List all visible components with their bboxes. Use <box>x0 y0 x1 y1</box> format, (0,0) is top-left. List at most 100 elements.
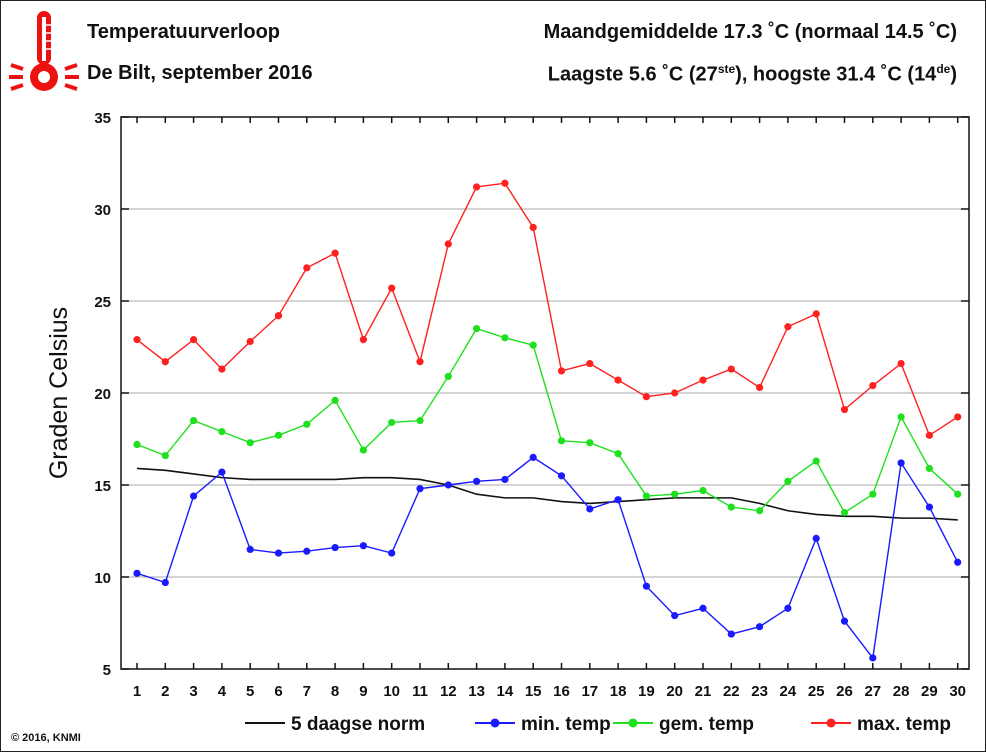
y-tick-label: 20 <box>94 386 111 403</box>
data-point-max <box>161 358 169 366</box>
data-point-min <box>388 549 396 557</box>
data-point-mean <box>133 440 141 449</box>
data-point-max <box>925 431 934 439</box>
extremes-high-suffix: de <box>936 62 951 76</box>
data-point-max <box>642 393 651 401</box>
data-point-mean <box>218 428 226 436</box>
data-point-mean <box>614 450 622 458</box>
data-point-mean <box>190 417 198 425</box>
data-point-max <box>671 389 679 397</box>
data-point-mean <box>671 490 679 498</box>
x-tick-label: 13 <box>468 683 485 700</box>
x-tick-label: 14 <box>497 683 514 700</box>
data-point-max <box>331 249 339 257</box>
data-point-max <box>190 336 198 344</box>
series-line-min <box>136 456 959 660</box>
series-line-norm <box>136 467 958 521</box>
data-point-max <box>388 284 396 292</box>
series-lines <box>133 179 962 662</box>
legend: 5 daagse norm min. temp gem. temp max. temp <box>245 714 951 735</box>
data-point-mean <box>444 372 452 381</box>
data-point-max <box>473 183 481 191</box>
data-point-max <box>416 358 424 366</box>
data-point-mean <box>840 509 849 517</box>
data-point-min <box>133 569 141 577</box>
x-tick-label: 26 <box>836 683 853 700</box>
data-point-max <box>756 383 764 392</box>
data-point-max <box>897 359 905 368</box>
data-point-min <box>274 549 283 557</box>
data-point-min <box>359 542 367 550</box>
x-tick-label: 15 <box>525 683 542 700</box>
series-line-mean <box>136 327 959 514</box>
x-tick-label: 20 <box>666 683 683 700</box>
data-point-max <box>614 376 622 384</box>
data-point-mean <box>925 464 934 473</box>
x-tick-label: 25 <box>808 683 825 700</box>
data-point-mean <box>586 439 594 447</box>
x-tick-label: 2 <box>161 683 169 700</box>
data-point-min <box>642 582 651 590</box>
data-point-mean <box>161 451 169 460</box>
x-tick-label: 11 <box>412 683 428 700</box>
data-point-mean <box>388 418 396 427</box>
data-point-mean <box>869 490 877 498</box>
data-point-mean <box>812 457 820 465</box>
x-tick-label: 18 <box>610 683 627 700</box>
x-tick-label: 10 <box>383 683 400 700</box>
y-axis-label: Graden Celsius <box>45 307 73 479</box>
data-point-min <box>246 545 254 554</box>
data-point-mean <box>359 446 367 454</box>
data-point-min <box>699 604 707 612</box>
data-point-mean <box>473 325 481 333</box>
data-point-min <box>756 623 764 631</box>
copyright: © 2016, KNMI <box>11 732 81 744</box>
x-tick-label: 19 <box>638 683 655 700</box>
legend-marker-min <box>490 718 500 728</box>
x-tick-label: 23 <box>751 683 768 700</box>
x-tick-label: 6 <box>274 683 282 700</box>
data-point-mean <box>784 477 792 485</box>
data-point-max <box>529 223 537 231</box>
extremes-end: ) <box>950 63 957 86</box>
data-point-mean <box>529 341 537 349</box>
x-tick-label: 16 <box>553 683 570 700</box>
data-point-max <box>586 359 594 368</box>
data-point-max <box>557 367 566 375</box>
extremes-label: Laagste 5.6 ˚C (27ste), hoogste 31.4 ˚C … <box>548 62 957 87</box>
y-tick-label: 30 <box>94 202 111 219</box>
data-point-min <box>473 477 481 485</box>
data-point-mean <box>303 420 311 428</box>
x-tick-label: 3 <box>189 683 197 700</box>
data-point-mean <box>954 490 962 498</box>
data-point-min <box>529 453 537 461</box>
data-point-min <box>331 543 339 552</box>
data-point-mean <box>727 503 735 511</box>
legend-marker-mean <box>628 718 638 728</box>
x-tick-label: 30 <box>949 683 966 700</box>
data-point-mean <box>756 507 764 515</box>
x-tick-label: 28 <box>893 683 910 700</box>
monthly-average-label: Maandgemiddelde 17.3 ˚C (normaal 14.5 ˚C… <box>543 21 957 43</box>
data-point-min <box>218 468 226 476</box>
extremes-middle: ), hoogste 31.4 ˚C (14 <box>735 63 937 86</box>
x-tick-label: 21 <box>695 683 712 700</box>
x-tick-label: 7 <box>303 683 311 700</box>
data-point-min <box>812 534 820 542</box>
data-point-max <box>501 179 509 187</box>
x-tick-label: 9 <box>359 683 367 700</box>
data-point-min <box>190 492 198 500</box>
x-tick-label: 17 <box>581 683 598 700</box>
series-line-max <box>136 182 959 437</box>
legend-label-min: min. temp <box>521 714 611 735</box>
x-tick-label: 12 <box>440 683 457 700</box>
data-point-min <box>501 475 509 484</box>
data-point-min <box>416 485 424 493</box>
chart-subtitle: De Bilt, september 2016 <box>87 62 313 84</box>
y-tick-label: 10 <box>94 570 111 587</box>
grid-lines <box>121 208 969 578</box>
data-point-mean <box>274 431 283 439</box>
data-point-mean <box>557 437 566 445</box>
